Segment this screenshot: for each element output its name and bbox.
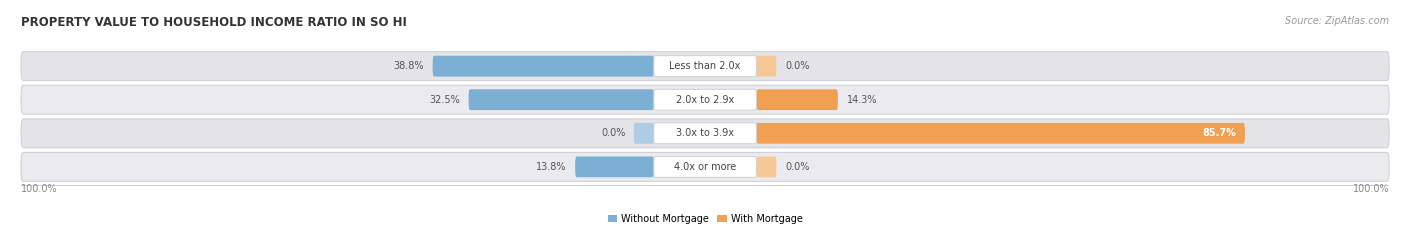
FancyBboxPatch shape bbox=[654, 89, 756, 110]
FancyBboxPatch shape bbox=[21, 119, 1389, 148]
FancyBboxPatch shape bbox=[21, 152, 1389, 181]
FancyBboxPatch shape bbox=[756, 56, 776, 76]
FancyBboxPatch shape bbox=[654, 56, 756, 76]
Text: 0.0%: 0.0% bbox=[600, 128, 626, 138]
Text: Source: ZipAtlas.com: Source: ZipAtlas.com bbox=[1285, 16, 1389, 26]
Text: 100.0%: 100.0% bbox=[1353, 184, 1389, 194]
Text: 2.0x to 2.9x: 2.0x to 2.9x bbox=[676, 95, 734, 105]
Text: PROPERTY VALUE TO HOUSEHOLD INCOME RATIO IN SO HI: PROPERTY VALUE TO HOUSEHOLD INCOME RATIO… bbox=[21, 16, 406, 29]
Text: 100.0%: 100.0% bbox=[21, 184, 58, 194]
FancyBboxPatch shape bbox=[756, 123, 1244, 144]
FancyBboxPatch shape bbox=[654, 123, 756, 144]
Legend: Without Mortgage, With Mortgage: Without Mortgage, With Mortgage bbox=[603, 210, 807, 228]
Text: 0.0%: 0.0% bbox=[785, 162, 810, 172]
FancyBboxPatch shape bbox=[756, 89, 838, 110]
Text: Less than 2.0x: Less than 2.0x bbox=[669, 61, 741, 71]
FancyBboxPatch shape bbox=[634, 123, 654, 144]
Text: 14.3%: 14.3% bbox=[846, 95, 877, 105]
FancyBboxPatch shape bbox=[21, 85, 1389, 114]
Text: 13.8%: 13.8% bbox=[536, 162, 567, 172]
FancyBboxPatch shape bbox=[433, 56, 654, 76]
Text: 3.0x to 3.9x: 3.0x to 3.9x bbox=[676, 128, 734, 138]
FancyBboxPatch shape bbox=[21, 52, 1389, 81]
Text: 4.0x or more: 4.0x or more bbox=[673, 162, 737, 172]
Text: 0.0%: 0.0% bbox=[785, 61, 810, 71]
FancyBboxPatch shape bbox=[756, 157, 776, 177]
Text: 32.5%: 32.5% bbox=[429, 95, 460, 105]
FancyBboxPatch shape bbox=[654, 157, 756, 177]
Text: 85.7%: 85.7% bbox=[1202, 128, 1236, 138]
FancyBboxPatch shape bbox=[575, 157, 654, 177]
FancyBboxPatch shape bbox=[468, 89, 654, 110]
Text: 38.8%: 38.8% bbox=[394, 61, 425, 71]
